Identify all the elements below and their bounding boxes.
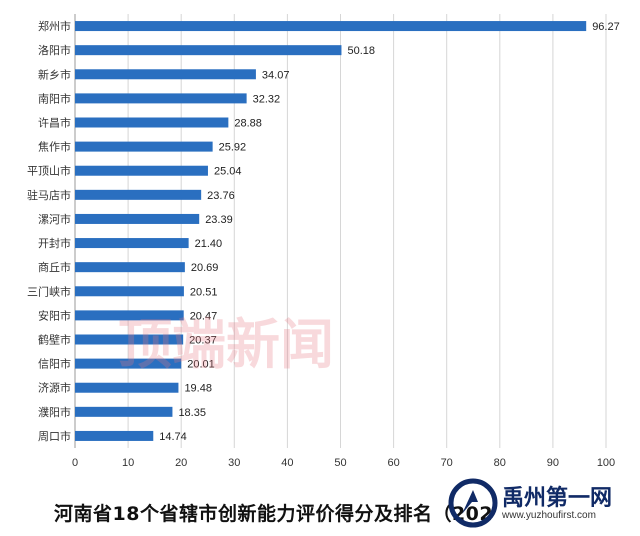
bar — [75, 189, 202, 200]
x-tick-label: 10 — [122, 457, 134, 469]
caption-bar — [0, 484, 640, 536]
bar — [75, 382, 179, 393]
category-label: 南阳市 — [38, 91, 71, 105]
x-tick-label: 70 — [441, 457, 453, 469]
category-label: 信阳市 — [38, 357, 71, 371]
value-label: 32.32 — [253, 93, 281, 105]
bar-chart: 郑州市洛阳市新乡市南阳市许昌市焦作市平顶山市驻马店市漯河市开封市商丘市三门峡市安… — [27, 14, 620, 469]
value-label: 20.51 — [190, 286, 218, 298]
bars — [75, 21, 587, 441]
value-label: 25.04 — [214, 166, 242, 178]
site-name: 禹州第一网 — [502, 486, 613, 511]
bar — [75, 238, 189, 249]
bar — [75, 334, 184, 345]
category-label: 周口市 — [38, 429, 71, 443]
x-tick-label: 20 — [175, 457, 187, 469]
category-label: 鹤壁市 — [38, 333, 71, 347]
bar — [75, 141, 213, 152]
category-label: 三门峡市 — [27, 284, 71, 298]
value-label: 20.47 — [190, 310, 218, 322]
chart-caption: 河南省18个省辖市创新能力评价得分及排名（202 — [54, 503, 494, 525]
x-tick-label: 60 — [387, 457, 399, 469]
value-label: 34.07 — [262, 69, 290, 81]
x-tick-label: 100 — [597, 457, 615, 469]
site-url: www.yuzhoufirst.com — [502, 510, 596, 521]
bar — [75, 262, 185, 273]
bar — [75, 213, 200, 224]
category-label: 濮阳市 — [38, 405, 71, 419]
bar — [75, 69, 256, 80]
x-tick-label: 80 — [494, 457, 506, 469]
bar — [75, 45, 342, 56]
category-label: 安阳市 — [38, 308, 71, 322]
value-label: 21.40 — [195, 238, 223, 250]
value-label: 14.74 — [159, 431, 187, 443]
category-label: 济源市 — [38, 381, 71, 395]
category-label: 郑州市 — [38, 19, 71, 33]
bar — [75, 165, 208, 176]
value-label: 20.69 — [191, 262, 219, 274]
watermark-text: 顶端新闻 — [118, 313, 334, 376]
bar — [75, 21, 587, 32]
x-tick-label: 50 — [334, 457, 346, 469]
site-badge[interactable]: 禹州第一网 www.yuzhoufirst.com — [446, 474, 640, 536]
grid-lines — [74, 14, 607, 448]
x-axis-ticks: 0 10 20 30 40 50 60 70 80 90 100 — [72, 457, 615, 469]
category-label: 开封市 — [38, 236, 71, 250]
value-label: 96.27 — [592, 21, 620, 33]
site-logo-icon — [448, 478, 498, 528]
category-label: 新乡市 — [38, 67, 71, 81]
x-tick-label: 40 — [281, 457, 293, 469]
category-label: 商丘市 — [38, 260, 71, 274]
value-label: 25.92 — [219, 142, 247, 154]
category-label: 许昌市 — [38, 116, 71, 130]
bar — [75, 93, 247, 104]
value-labels: 96.27 50.18 34.07 32.32 28.88 25.92 25.04 23.76… — [159, 21, 619, 443]
value-label: 19.48 — [184, 383, 212, 395]
value-label: 50.18 — [347, 45, 375, 57]
bar — [75, 117, 229, 128]
x-tick-label: 90 — [547, 457, 559, 469]
bar — [75, 358, 182, 369]
value-label: 23.76 — [207, 190, 235, 202]
value-label: 20.37 — [189, 335, 217, 347]
bar — [75, 286, 184, 297]
value-label: 20.01 — [187, 359, 215, 371]
category-label: 洛阳市 — [38, 43, 71, 57]
x-tick-label: 0 — [72, 457, 78, 469]
category-label: 平顶山市 — [27, 164, 71, 178]
category-labels: 郑州市洛阳市新乡市南阳市许昌市焦作市平顶山市驻马店市漯河市开封市商丘市三门峡市安… — [27, 19, 71, 443]
bar — [75, 430, 154, 441]
value-label: 23.39 — [205, 214, 233, 226]
x-tick-label: 30 — [228, 457, 240, 469]
category-label: 驻马店市 — [27, 188, 71, 202]
bar — [75, 406, 173, 417]
category-label: 漯河市 — [38, 212, 71, 226]
category-label: 焦作市 — [38, 140, 71, 154]
value-label: 28.88 — [234, 118, 262, 130]
bar — [75, 310, 184, 321]
value-label: 18.35 — [178, 407, 206, 419]
